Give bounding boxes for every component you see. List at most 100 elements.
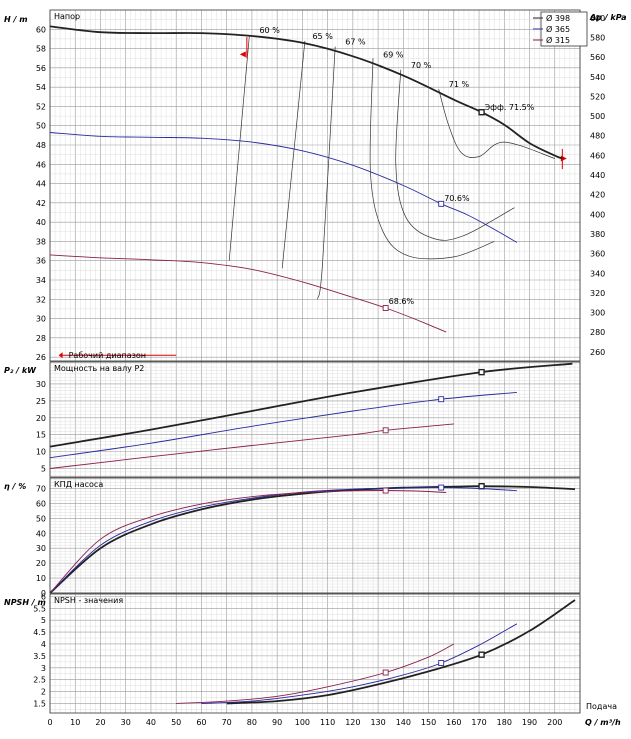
plot-frame xyxy=(49,9,581,362)
y-tick-label: 42 xyxy=(36,199,46,208)
y-tick-label: 3 xyxy=(41,664,46,673)
y-axis-label: NPSH / m xyxy=(4,598,46,607)
y-tick-label-right: 380 xyxy=(590,230,605,239)
y-tick-label-right: 420 xyxy=(590,191,605,200)
x-tick-label: 10 xyxy=(70,718,80,727)
curve-365 xyxy=(201,623,518,704)
y-tick-label-right: 260 xyxy=(590,348,605,357)
y-tick-label: 5 xyxy=(41,465,46,474)
operating-point-marker xyxy=(478,651,485,658)
y-tick-label: 5 xyxy=(41,616,46,625)
curve-398 xyxy=(49,25,563,160)
efficiency-label: 67 % xyxy=(345,38,366,47)
y-tick-label: 30 xyxy=(36,315,46,324)
x-tick-label: 100 xyxy=(295,718,310,727)
panel-title: Напор xyxy=(54,12,80,21)
x-tick-label: 200 xyxy=(547,718,562,727)
y-tick-label: 36 xyxy=(36,257,46,266)
operating-point-label: 70.6% xyxy=(444,194,470,203)
range-start-marker xyxy=(239,51,246,58)
y-tick-label: 38 xyxy=(36,237,46,246)
y-tick-label: 40 xyxy=(36,218,46,227)
legend-entry: Ø 315 xyxy=(546,35,570,45)
x-tick-label: 150 xyxy=(421,718,436,727)
x-tick-label: 160 xyxy=(446,718,461,727)
y-tick-label: 5.5 xyxy=(33,604,46,613)
x-tick-label: 80 xyxy=(247,718,257,727)
y-tick-label: 48 xyxy=(36,141,46,150)
efficiency-isoline xyxy=(438,89,555,159)
y-tick-label: 6 xyxy=(41,592,46,601)
y-tick-label: 25 xyxy=(36,397,46,406)
y-tick-label: 26 xyxy=(36,353,46,362)
operating-point-marker xyxy=(438,396,445,403)
plot-frame xyxy=(49,593,581,714)
efficiency-label: 69 % xyxy=(383,50,404,59)
legend-entry: Ø 398 xyxy=(546,13,570,23)
x-tick-label: 90 xyxy=(272,718,282,727)
y-tick-label: 58 xyxy=(36,45,46,54)
y-tick-label-right: 600 xyxy=(590,14,605,23)
y-tick-label-right: 580 xyxy=(590,34,605,43)
y-tick-label: 20 xyxy=(36,414,46,423)
x-tick-label: 0 xyxy=(47,718,52,727)
curve-315 xyxy=(176,643,455,704)
operating-point-marker xyxy=(382,487,389,494)
y-tick-label: 4.5 xyxy=(33,628,46,637)
x-tick-label: 70 xyxy=(222,718,232,727)
panel-title: КПД насоса xyxy=(54,480,103,489)
efficiency-label: 71 % xyxy=(449,80,470,89)
panel-title: Мощность на валу P2 xyxy=(54,364,144,373)
x-tick-label: 50 xyxy=(171,718,181,727)
y-axis-label: H / m xyxy=(4,15,28,24)
x-tick-label: 60 xyxy=(196,718,206,727)
y-tick-label-right: 320 xyxy=(590,289,605,298)
x-tick-label: 40 xyxy=(146,718,156,727)
plot-frame xyxy=(49,361,581,478)
y-tick-label: 10 xyxy=(36,574,46,583)
y-tick-label-right: 500 xyxy=(590,112,605,121)
x-tick-label: 20 xyxy=(95,718,105,727)
y-tick-label: 54 xyxy=(36,83,46,92)
legend-entry: Ø 365 xyxy=(546,24,570,34)
y-tick-label: 56 xyxy=(36,64,46,73)
y-tick-label: 15 xyxy=(36,431,46,440)
x-tick-label: 120 xyxy=(345,718,360,727)
operating-point-label: 68.6% xyxy=(389,297,415,306)
efficiency-isoline xyxy=(395,69,515,241)
operating-point-label: Эфф. 71.5% xyxy=(485,103,535,112)
operating-point-marker xyxy=(438,200,445,207)
operating-point-marker xyxy=(478,368,485,376)
curve-398 xyxy=(226,599,576,705)
x-tick-label: 30 xyxy=(121,718,131,727)
y-axis-label: η / % xyxy=(4,482,26,491)
y-tick-label: 52 xyxy=(36,102,46,111)
y-tick-label-right: 300 xyxy=(590,309,605,318)
y-tick-label: 50 xyxy=(36,514,46,523)
x-tick-label: 130 xyxy=(370,718,385,727)
y-tick-label: 34 xyxy=(36,276,46,285)
y-tick-label-right: 340 xyxy=(590,269,605,278)
y-tick-label: 60 xyxy=(36,499,46,508)
y-tick-label: 46 xyxy=(36,160,46,169)
y-tick-label-right: 360 xyxy=(590,250,605,259)
plot-frame xyxy=(49,477,581,594)
curve-365 xyxy=(49,391,517,459)
operating-point-marker xyxy=(382,669,389,676)
y-tick-label-right: 440 xyxy=(590,171,605,180)
y-tick-label: 1.5 xyxy=(33,699,46,708)
efficiency-isoline xyxy=(317,46,336,300)
y-tick-label-right: 460 xyxy=(590,151,605,160)
y-tick-label: 70 xyxy=(36,484,46,493)
y-tick-label-right: 400 xyxy=(590,210,605,219)
x-tick-label: 110 xyxy=(320,718,335,727)
y-tick-label: 4 xyxy=(41,640,46,649)
curve-315 xyxy=(49,254,447,333)
working-range-arrow xyxy=(58,352,63,359)
y-axis-label: P₂ / kW xyxy=(4,366,37,375)
y-tick-label-right: 520 xyxy=(590,92,605,101)
y-tick-label: 30 xyxy=(36,380,46,389)
y-tick-label: 2 xyxy=(41,688,46,697)
x-tick-label: 190 xyxy=(522,718,537,727)
